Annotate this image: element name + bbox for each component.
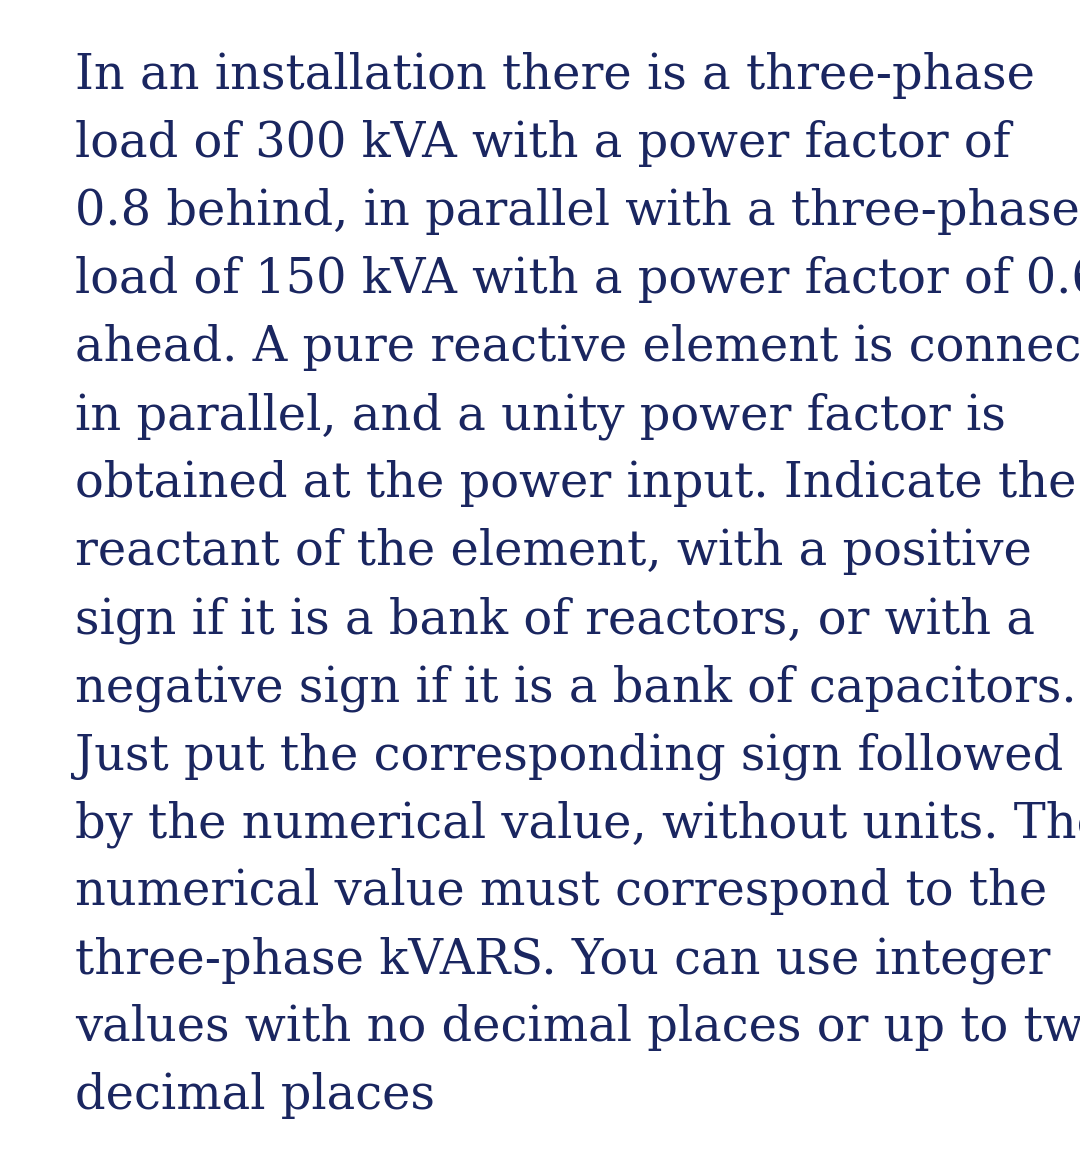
Text: by the numerical value, without units. The: by the numerical value, without units. T… bbox=[75, 799, 1080, 847]
Text: values with no decimal places or up to two: values with no decimal places or up to t… bbox=[75, 1004, 1080, 1050]
Text: sign if it is a bank of reactors, or with a: sign if it is a bank of reactors, or wit… bbox=[75, 596, 1035, 644]
Text: load of 150 kVA with a power factor of 0.6: load of 150 kVA with a power factor of 0… bbox=[75, 256, 1080, 303]
Text: ahead. A pure reactive element is connected: ahead. A pure reactive element is connec… bbox=[75, 324, 1080, 371]
Text: 0.8 behind, in parallel with a three-phase: 0.8 behind, in parallel with a three-pha… bbox=[75, 188, 1080, 235]
Text: in parallel, and a unity power factor is: in parallel, and a unity power factor is bbox=[75, 392, 1005, 439]
Text: load of 300 kVA with a power factor of: load of 300 kVA with a power factor of bbox=[75, 120, 1011, 167]
Text: reactant of the element, with a positive: reactant of the element, with a positive bbox=[75, 528, 1031, 575]
Text: decimal places: decimal places bbox=[75, 1073, 435, 1119]
Text: three-phase kVARS. You can use integer: three-phase kVARS. You can use integer bbox=[75, 937, 1051, 983]
Text: negative sign if it is a bank of capacitors.: negative sign if it is a bank of capacit… bbox=[75, 664, 1077, 711]
Text: numerical value must correspond to the: numerical value must correspond to the bbox=[75, 868, 1048, 914]
Text: In an installation there is a three-phase: In an installation there is a three-phas… bbox=[75, 52, 1035, 99]
Text: Just put the corresponding sign followed: Just put the corresponding sign followed bbox=[75, 732, 1063, 780]
Text: obtained at the power input. Indicate the: obtained at the power input. Indicate th… bbox=[75, 460, 1077, 507]
